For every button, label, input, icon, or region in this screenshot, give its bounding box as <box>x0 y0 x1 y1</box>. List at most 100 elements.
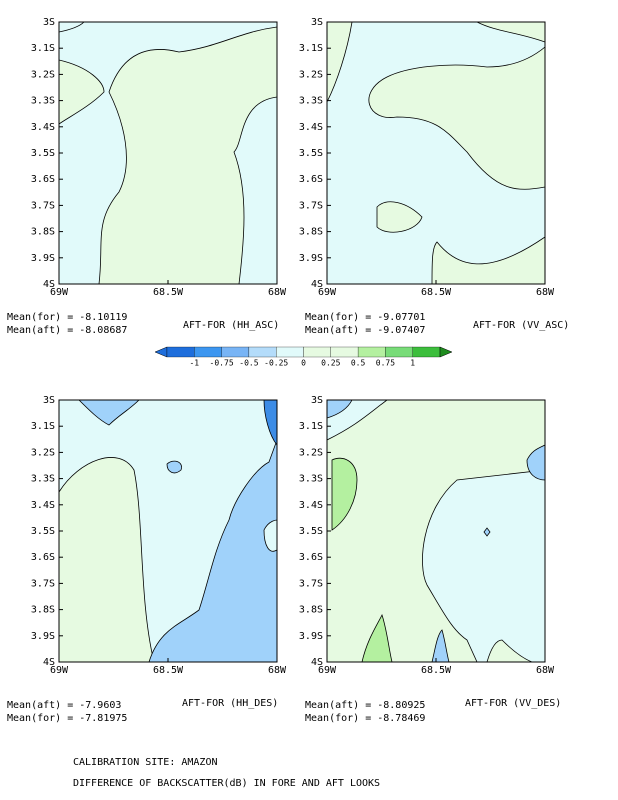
y-tick-label: 3.2S <box>31 447 55 458</box>
x-tick-label: 68.5W <box>153 287 184 298</box>
footer-line: CALIBRATION SITE: AMAZON <box>73 757 218 768</box>
y-tick-label: 3.2S <box>299 69 323 80</box>
contours <box>59 22 277 284</box>
y-tick-label: 3.9S <box>299 631 323 642</box>
y-tick-label: 3S <box>311 17 323 28</box>
y-tick-label: 3.8S <box>299 605 323 616</box>
colorbar-label: 0.75 <box>376 359 395 368</box>
y-tick-label: 3.5S <box>299 148 323 159</box>
contour-region <box>59 59 105 125</box>
contour-region <box>327 22 353 103</box>
footer-line: DIFFERENCE OF BACKSCATTER(dB) IN FORE AN… <box>73 778 380 789</box>
contour-region <box>263 519 277 552</box>
y-tick-label: 4S <box>311 279 323 290</box>
y-tick-label: 3.3S <box>299 96 323 107</box>
colorbar-label: 0.5 <box>351 359 366 368</box>
contour-region <box>327 400 545 662</box>
x-tick-label: 69W <box>50 665 69 676</box>
colorbar-label: 0.25 <box>321 359 340 368</box>
y-tick-label: 3.3S <box>31 96 55 107</box>
colorbar-swatch <box>248 346 277 358</box>
colorbar-swatch <box>330 346 359 358</box>
map-panel: 3S 3.1S 3.2S 3.3S 3.4S 3.5S 3.6S 3.7S 3.8S 3.9S 4S… <box>31 17 287 298</box>
y-tick-label: 3.1S <box>31 421 55 432</box>
x-tick-label: 69W <box>50 287 69 298</box>
contour-region <box>98 26 277 284</box>
x-tick-label: 68W <box>536 287 555 298</box>
contour-region <box>483 527 491 537</box>
y-tick-label: 3.9S <box>31 253 55 264</box>
contour-region <box>166 460 182 474</box>
x-tick-label: 68W <box>536 665 555 676</box>
mean-value: Mean(for) = -7.81975 <box>7 713 127 724</box>
y-tick-label: 3.9S <box>299 253 323 264</box>
colorbar-swatch <box>276 346 304 358</box>
contour-region <box>376 201 423 233</box>
y-tick-label: 3.6S <box>31 174 55 185</box>
colorbar-end <box>439 346 453 358</box>
panel-title: AFT-FOR (HH_DES) <box>182 698 278 709</box>
mean-value: Mean(for) = -8.10119 <box>7 312 127 323</box>
y-tick-label: 3.7S <box>31 578 55 589</box>
panel-title: AFT-FOR (VV_DES) <box>465 698 561 709</box>
mean-value: Mean(for) = -8.78469 <box>305 713 425 724</box>
colorbar-label: -0.25 <box>264 359 288 368</box>
y-tick-label: 3.4S <box>31 500 55 511</box>
x-tick-label: 68W <box>268 665 287 676</box>
y-tick-label: 3.1S <box>299 43 323 54</box>
y-tick-label: 3.3S <box>31 474 55 485</box>
mean-value: Mean(aft) = -9.07407 <box>305 325 425 336</box>
contour-region <box>263 400 277 446</box>
y-tick-label: 3.4S <box>299 122 323 133</box>
x-tick-label: 69W <box>318 665 337 676</box>
map-panel: 3S 3.1S 3.2S 3.3S 3.4S 3.5S 3.6S 3.7S 3.8S 3.9S 4S… <box>299 17 555 298</box>
mean-value: Mean(aft) = -8.08687 <box>7 325 127 336</box>
y-tick-label: 3.6S <box>31 552 55 563</box>
colorbar-label: -0.75 <box>210 359 234 368</box>
x-tick-label: 68.5W <box>153 665 184 676</box>
y-tick-label: 4S <box>43 279 55 290</box>
y-tick-label: 3S <box>311 395 323 406</box>
colorbar-swatch <box>412 346 441 358</box>
colorbar-end <box>154 346 168 358</box>
colorbar-swatch <box>194 346 222 358</box>
mean-value: Mean(for) = -9.07701 <box>305 312 425 323</box>
y-tick-label: 3.7S <box>31 200 55 211</box>
mean-value: Mean(aft) = -8.80925 <box>305 700 425 711</box>
colorbar-swatch <box>385 346 413 358</box>
y-tick-label: 3.6S <box>299 174 323 185</box>
colorbar-swatch <box>166 346 195 358</box>
y-tick-label: 3.9S <box>31 631 55 642</box>
y-tick-label: 3.8S <box>299 227 323 238</box>
y-tick-label: 4S <box>311 657 323 668</box>
y-tick-label: 3.4S <box>31 122 55 133</box>
y-tick-label: 3.6S <box>299 552 323 563</box>
colorbar-label: 0 <box>301 359 306 368</box>
y-tick-label: 3.1S <box>31 43 55 54</box>
y-tick-label: 3.7S <box>299 578 323 589</box>
y-tick-label: 3.2S <box>299 447 323 458</box>
x-tick-label: 68.5W <box>421 665 452 676</box>
y-tick-label: 3S <box>43 17 55 28</box>
y-tick-label: 3.5S <box>31 526 55 537</box>
y-tick-label: 3.5S <box>31 148 55 159</box>
y-tick-label: 3.5S <box>299 526 323 537</box>
contours <box>59 400 277 662</box>
colorbar-swatch <box>221 346 250 358</box>
contour-region <box>361 613 393 662</box>
colorbar-swatch <box>303 346 331 358</box>
map-panel: 3S 3.1S 3.2S 3.3S 3.4S 3.5S 3.6S 3.7S 3.8S 3.9S 4S… <box>299 395 555 676</box>
y-tick-label: 3.1S <box>299 421 323 432</box>
contour-region <box>59 457 155 662</box>
x-tick-label: 69W <box>318 287 337 298</box>
y-tick-label: 4S <box>43 657 55 668</box>
y-tick-label: 3.3S <box>299 474 323 485</box>
y-tick-label: 3.2S <box>31 69 55 80</box>
colorbar-label: -1 <box>189 359 199 368</box>
y-tick-label: 3.8S <box>31 605 55 616</box>
contour-region <box>486 639 533 662</box>
panel-title: AFT-FOR (HH_ASC) <box>183 320 279 331</box>
contour-region <box>431 629 450 662</box>
colorbar-label: 1 <box>410 359 415 368</box>
